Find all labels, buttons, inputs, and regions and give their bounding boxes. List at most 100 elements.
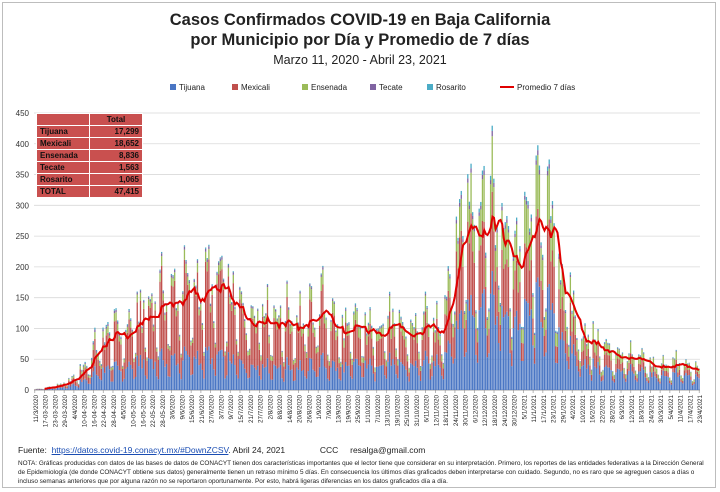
bar-rosarito [130, 318, 132, 320]
bar-ensenada [626, 362, 629, 369]
bar-ensenada [472, 219, 474, 252]
bar-rosarito [274, 309, 277, 311]
bar-mexicali [569, 302, 572, 336]
bar-rosarito [322, 265, 324, 268]
bar-tijuana [656, 378, 658, 390]
bar-mexicali [382, 336, 384, 365]
bar-rosarito [436, 300, 438, 303]
bar-mexicali [214, 347, 217, 376]
bar-tijuana [517, 330, 519, 390]
bar-rosarito [577, 349, 580, 351]
bar-ensenada [94, 332, 96, 339]
bar-tijuana [366, 368, 368, 390]
bar-ensenada [564, 313, 567, 331]
bar-tecate [436, 302, 438, 305]
bar-tijuana [288, 365, 290, 390]
bar-rosarito [519, 246, 521, 249]
bar-ensenada [380, 327, 383, 339]
bar-tijuana [472, 315, 474, 390]
bar-rosarito [685, 359, 687, 360]
bar-rosarito [501, 202, 503, 207]
bar-tecate [325, 318, 327, 320]
bar-rosarito [261, 303, 264, 305]
bar-tijuana [405, 369, 407, 390]
bar-tijuana [612, 380, 614, 390]
bar-tecate [188, 281, 190, 284]
bar-tijuana [56, 387, 59, 390]
bar-ensenada [328, 361, 331, 366]
bar-ensenada [608, 345, 611, 356]
x-tick-label: 16-04-2020 [91, 395, 98, 428]
bar-mexicali [154, 310, 156, 362]
bar-ensenada [496, 232, 498, 268]
bar-rosarito [579, 361, 581, 362]
bar-ensenada [273, 307, 275, 319]
bar-tijuana [255, 369, 257, 390]
bar-tijuana [696, 376, 699, 390]
bar-ensenada [107, 326, 109, 333]
x-tick-label: 7/9/2020 [326, 395, 333, 420]
bar-tijuana [444, 352, 446, 390]
totals-row-total: TOTAL 47,415 [36, 185, 143, 198]
bar-mexicali [61, 385, 63, 388]
bar-tijuana [268, 373, 270, 390]
bar-tecate [328, 361, 331, 362]
bar-mexicali [371, 338, 373, 366]
bar-rosarito [100, 364, 103, 365]
bar-tecate [380, 326, 383, 328]
bar-rosarito [620, 354, 622, 356]
bar-tecate [618, 349, 620, 351]
bar-tijuana [385, 378, 388, 390]
bar-mexicali [356, 323, 358, 359]
bar-mexicali [172, 286, 174, 356]
bar-ensenada [245, 334, 247, 341]
bar-ensenada [250, 307, 252, 319]
bar-ensenada [416, 333, 418, 344]
bar-tijuana [237, 378, 239, 390]
bar-tecate [143, 300, 145, 303]
bar-rosarito [481, 170, 484, 175]
bar-tijuana [454, 358, 456, 390]
bar-rosarito [198, 306, 200, 308]
bar-tijuana [141, 368, 143, 390]
bar-mexicali [462, 266, 464, 329]
bar-rosarito [460, 190, 462, 195]
bar-tecate [512, 258, 515, 261]
bar-tecate [423, 313, 425, 315]
bar-ensenada [397, 360, 399, 366]
bar-mexicali [612, 376, 614, 381]
bar-ensenada [439, 336, 441, 346]
bar-rosarito [582, 336, 585, 338]
bar-mexicali [405, 347, 407, 370]
bar-tijuana [669, 383, 671, 390]
bar-ensenada [634, 371, 637, 376]
bar-mexicali [449, 297, 451, 344]
bar-ensenada [586, 345, 588, 356]
bar-tijuana [227, 352, 230, 390]
bar-tijuana [542, 327, 544, 390]
bar-ensenada [690, 372, 692, 377]
bar-tijuana [377, 366, 379, 390]
bar-tijuana [133, 378, 135, 390]
bar-tecate [73, 375, 75, 376]
footer-source-link[interactable]: https://datos.covid-19.conacyt.mx/#DownZ… [51, 445, 229, 455]
bar-rosarito [507, 226, 510, 230]
bar-rosarito [465, 300, 467, 302]
bar-tijuana [592, 358, 594, 390]
bar-tijuana [673, 372, 676, 390]
bar-mexicali [146, 360, 148, 379]
bar-tecate [660, 363, 663, 365]
x-tick-label: 29/1/2021 [560, 395, 567, 424]
bar-tijuana [693, 384, 695, 390]
bar-mexicali [393, 336, 396, 365]
bar-ensenada [423, 314, 425, 328]
bar-rosarito [340, 361, 342, 363]
bar-rosarito [120, 336, 122, 338]
bar-rosarito [695, 361, 697, 362]
bar-mexicali [696, 371, 699, 377]
bar-tecate [104, 343, 106, 346]
bar-tijuana [568, 369, 570, 390]
bar-mexicali [625, 378, 627, 382]
bar-tecate [522, 328, 524, 330]
bar-rosarito [338, 357, 340, 358]
